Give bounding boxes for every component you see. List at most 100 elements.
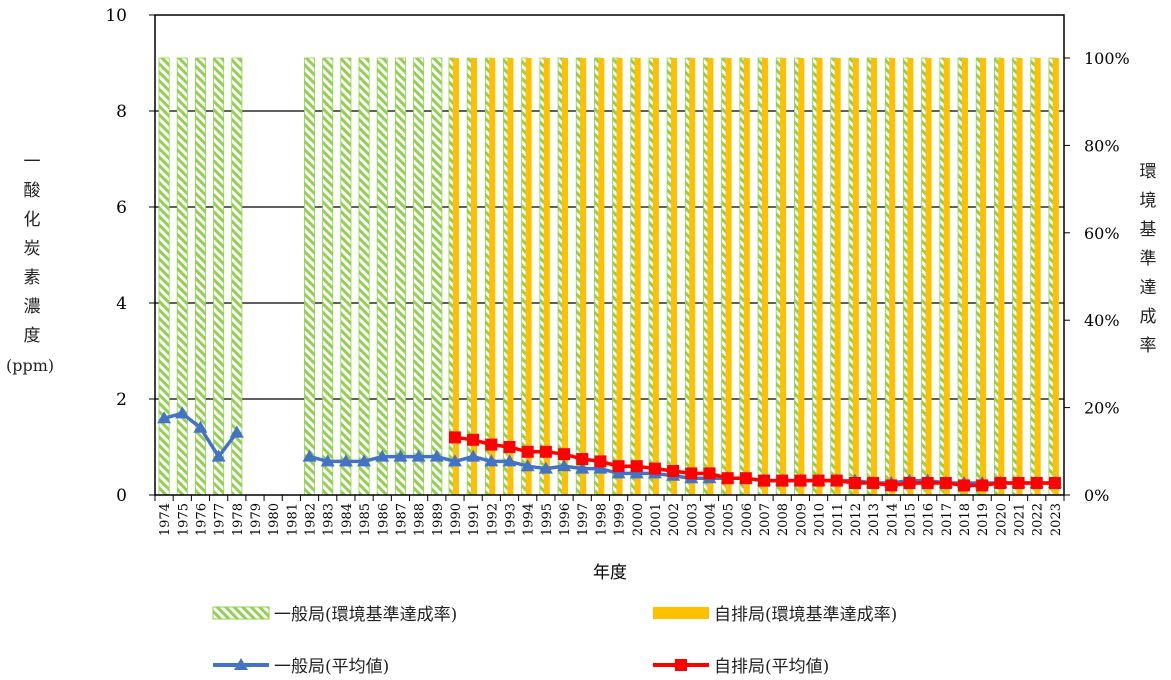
point-roadside-average <box>630 460 643 473</box>
point-roadside-average <box>776 474 789 487</box>
x-tick-label: 1993 <box>504 503 519 536</box>
x-tick-label: 2004 <box>703 503 718 536</box>
bar-general-rate <box>158 57 170 496</box>
point-general-average <box>466 449 481 462</box>
line-series <box>157 406 1062 492</box>
point-roadside-average <box>467 433 480 446</box>
x-tick-label: 1983 <box>322 503 337 536</box>
point-roadside-average <box>848 477 861 489</box>
right-tick-label: 40% <box>1084 311 1120 330</box>
left-axis-title-char: 素 <box>23 268 41 288</box>
point-general-average <box>302 449 317 462</box>
x-tick-label: 2017 <box>940 503 955 536</box>
x-tick-label: 2016 <box>922 503 937 536</box>
x-tick-label: 2020 <box>994 503 1009 536</box>
legend-label: 一般局(平均値) <box>274 657 390 677</box>
x-tick-label: 2015 <box>903 503 918 536</box>
x-tick-label: 2003 <box>685 503 700 536</box>
point-general-average <box>357 454 372 467</box>
left-axis-title-char: 酸 <box>23 181 41 201</box>
x-tick-label: 2013 <box>867 503 882 536</box>
left-axis-title-char: 一 <box>23 152 41 172</box>
bar-general-rate <box>304 57 316 496</box>
point-roadside-average <box>758 474 771 487</box>
point-roadside-average <box>830 474 843 487</box>
x-tick-label: 2005 <box>722 503 737 536</box>
point-roadside-average <box>612 460 625 473</box>
right-axis-title-char: 率 <box>1139 336 1157 356</box>
x-tick-label: 1990 <box>449 503 464 536</box>
bar-roadside-rate <box>616 58 623 495</box>
bar-roadside-rate <box>525 58 532 495</box>
bar-roadside-rate <box>652 58 659 495</box>
point-general-average <box>575 461 590 474</box>
x-tick-label: 2009 <box>794 503 809 536</box>
point-general-average <box>629 466 644 479</box>
legend-item-general-average: 一般局(平均値) <box>212 652 389 677</box>
bar-roadside-rate <box>943 58 950 495</box>
x-tick-label: 1974 <box>158 503 173 536</box>
x-tick-label: 2010 <box>813 503 828 536</box>
x-tick-label: 1988 <box>413 503 428 536</box>
bar-roadside-rate <box>852 58 859 495</box>
bar-general-rate <box>340 57 352 496</box>
x-tick-label: 2022 <box>1031 503 1046 536</box>
point-roadside-average <box>739 472 752 485</box>
x-tick-label: 1976 <box>194 503 209 536</box>
right-axis-title: 環境基準達成率 <box>1138 158 1158 361</box>
bar-roadside-rate <box>1016 58 1023 495</box>
bar-roadside-rate <box>689 58 696 495</box>
right-tick-label: 60% <box>1084 224 1120 243</box>
x-tick-label: 2002 <box>667 503 682 536</box>
point-roadside-average <box>521 445 534 458</box>
bar-roadside-rate <box>780 58 787 495</box>
x-axis-title: 年度 <box>593 563 627 583</box>
x-tick-label: 1981 <box>285 503 300 536</box>
left-axis-title: 一酸化炭素濃度 <box>22 148 42 351</box>
x-tick-label: 1989 <box>431 503 446 536</box>
point-roadside-average <box>648 462 661 475</box>
point-roadside-average <box>558 448 571 461</box>
point-general-average <box>393 449 408 462</box>
x-tick-label: 2019 <box>976 503 991 536</box>
bar-roadside-rate <box>798 58 805 495</box>
x-tick-label: 1978 <box>231 503 246 536</box>
bar-roadside-rate <box>889 58 896 495</box>
point-general-average <box>229 425 244 438</box>
x-tick-label: 1975 <box>176 503 191 536</box>
point-general-average <box>593 461 608 474</box>
left-axis-title-char: 濃 <box>23 297 41 317</box>
point-roadside-average <box>976 479 989 492</box>
bar-roadside-rate <box>489 58 496 495</box>
x-tick-label: 2018 <box>958 503 973 536</box>
right-tick-label: 20% <box>1084 399 1120 418</box>
x-tick-label: 2008 <box>776 503 791 536</box>
bar-roadside-rate <box>870 58 878 495</box>
point-roadside-average <box>503 441 516 453</box>
legend-swatch-gold <box>653 606 709 619</box>
point-general-average <box>175 406 190 419</box>
bar-roadside-rate <box>961 58 968 495</box>
point-general-average <box>411 449 426 462</box>
point-roadside-average <box>721 472 734 485</box>
bar-roadside-rate <box>834 58 841 495</box>
bar-general-rate <box>358 57 370 496</box>
right-axis-title-char: 基 <box>1139 220 1157 240</box>
point-roadside-average <box>576 453 589 465</box>
legend-item-general-rate: 一般局(環境基準達成率) <box>212 600 457 625</box>
point-roadside-average <box>448 431 461 444</box>
point-roadside-average <box>539 445 552 458</box>
x-tick-label: 1995 <box>540 503 555 536</box>
x-tick-label: 1997 <box>576 503 591 536</box>
left-axis-title-char: 炭 <box>23 239 41 259</box>
point-general-average <box>320 454 335 467</box>
left-tick-label: 6 <box>116 198 127 218</box>
point-roadside-average <box>667 465 680 477</box>
right-axis-title-char: 準 <box>1139 249 1157 269</box>
point-general-average <box>157 411 172 424</box>
point-general-average <box>429 449 444 462</box>
point-roadside-average <box>812 474 825 487</box>
legend-swatch-hatched <box>212 606 270 619</box>
x-tick-label: 2021 <box>1013 503 1028 536</box>
